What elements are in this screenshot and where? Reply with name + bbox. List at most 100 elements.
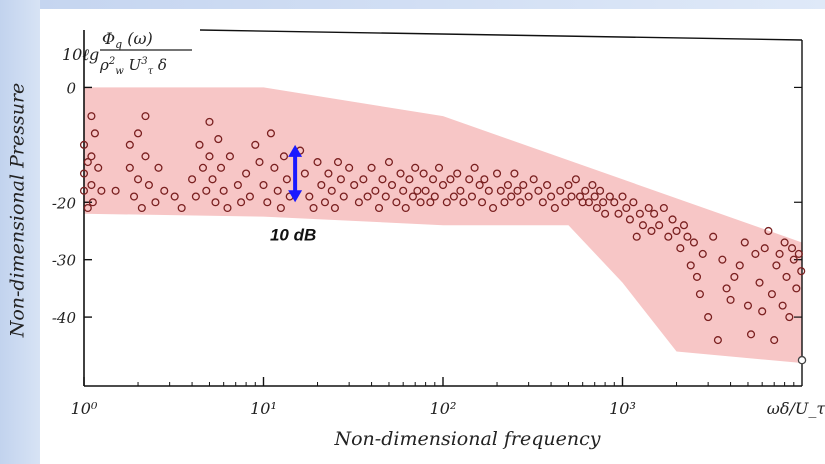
data-point bbox=[561, 198, 570, 207]
data-point bbox=[679, 221, 689, 230]
x-tick-label: 10⁰ bbox=[71, 399, 98, 418]
data-point bbox=[695, 290, 704, 299]
data-point bbox=[384, 158, 394, 167]
data-point bbox=[571, 175, 580, 184]
data-point bbox=[339, 192, 348, 201]
data-point bbox=[465, 175, 474, 184]
data-point bbox=[672, 226, 681, 236]
data-point bbox=[513, 186, 522, 195]
data-point bbox=[556, 186, 565, 195]
y-tick-label: -20 bbox=[52, 194, 77, 212]
data-point bbox=[273, 186, 282, 195]
data-point bbox=[211, 198, 220, 207]
data-point bbox=[683, 232, 692, 241]
data-point bbox=[496, 186, 505, 195]
data-point bbox=[625, 215, 634, 224]
data-point bbox=[459, 198, 468, 207]
data-point bbox=[266, 129, 275, 138]
data-point bbox=[151, 198, 160, 207]
data-point bbox=[698, 249, 707, 258]
data-point bbox=[524, 192, 533, 201]
arrow-head-down bbox=[288, 190, 303, 203]
data-point bbox=[735, 261, 744, 270]
data-point bbox=[251, 140, 260, 149]
data-point bbox=[780, 238, 789, 247]
data-point bbox=[664, 232, 673, 241]
data-point bbox=[202, 186, 211, 195]
data-point bbox=[320, 198, 330, 207]
data-point bbox=[632, 232, 641, 241]
data-point bbox=[676, 244, 685, 253]
data-point bbox=[726, 295, 735, 304]
x-tick-label: 10³ bbox=[609, 399, 636, 418]
data-point bbox=[419, 169, 428, 178]
data-point bbox=[778, 301, 787, 310]
data-point bbox=[488, 203, 498, 213]
data-point bbox=[740, 238, 749, 247]
data-point bbox=[534, 186, 543, 195]
data-point bbox=[516, 198, 525, 207]
data-point bbox=[453, 169, 462, 178]
top-axis-line bbox=[199, 29, 803, 41]
data-point bbox=[144, 180, 153, 190]
data-point bbox=[263, 198, 272, 207]
data-point bbox=[408, 192, 417, 201]
data-point bbox=[438, 180, 448, 190]
data-point bbox=[160, 186, 169, 195]
data-point bbox=[692, 272, 702, 281]
data-point bbox=[255, 158, 264, 167]
data-band bbox=[84, 87, 802, 364]
data-point bbox=[686, 261, 695, 270]
data-point bbox=[87, 112, 96, 121]
data-point bbox=[547, 192, 556, 201]
data-point bbox=[644, 203, 653, 213]
data-point bbox=[378, 175, 387, 184]
data-point bbox=[477, 198, 487, 207]
data-point bbox=[205, 152, 214, 161]
data-point bbox=[216, 163, 226, 172]
data-point bbox=[426, 198, 435, 207]
data-point bbox=[599, 198, 608, 207]
data-point bbox=[133, 175, 143, 184]
data-point bbox=[590, 192, 599, 201]
data-point bbox=[743, 301, 753, 310]
data-point bbox=[363, 192, 372, 201]
data-point bbox=[655, 221, 664, 230]
data-point bbox=[470, 163, 479, 172]
data-point bbox=[789, 255, 798, 264]
data-point bbox=[567, 192, 576, 201]
data-point bbox=[538, 198, 547, 207]
y-tick-label: 0 bbox=[66, 79, 76, 97]
data-point bbox=[668, 215, 677, 224]
data-point bbox=[90, 129, 99, 138]
data-point bbox=[83, 158, 92, 167]
y-formula-denominator: ρ2w U3τ δ bbox=[99, 56, 167, 77]
data-point bbox=[79, 169, 89, 178]
data-point bbox=[300, 169, 309, 178]
x-axis-title: Non-dimensional frequency bbox=[334, 428, 601, 450]
y-axis-title-text: Non-dimensional Pressure bbox=[6, 82, 28, 338]
data-point bbox=[484, 186, 493, 195]
data-point bbox=[709, 232, 718, 241]
data-point bbox=[510, 169, 519, 178]
data-point bbox=[87, 152, 96, 161]
data-point bbox=[782, 272, 791, 281]
data-point bbox=[601, 209, 610, 218]
data-point bbox=[401, 203, 410, 213]
data-point bbox=[767, 290, 776, 299]
data-point bbox=[430, 192, 439, 201]
data-point bbox=[704, 313, 713, 322]
data-point bbox=[237, 198, 246, 207]
data-point bbox=[359, 175, 368, 184]
data-point bbox=[730, 272, 739, 281]
y-formula-prefix: 10ℓg bbox=[62, 45, 99, 64]
data-point bbox=[772, 261, 781, 270]
data-point bbox=[242, 169, 251, 178]
data-point bbox=[610, 198, 619, 207]
data-point bbox=[170, 192, 179, 201]
data-point bbox=[770, 336, 779, 345]
data-point bbox=[421, 186, 430, 195]
data-point bbox=[581, 186, 590, 195]
arrow-head-up bbox=[288, 144, 303, 157]
data-point bbox=[154, 163, 163, 172]
